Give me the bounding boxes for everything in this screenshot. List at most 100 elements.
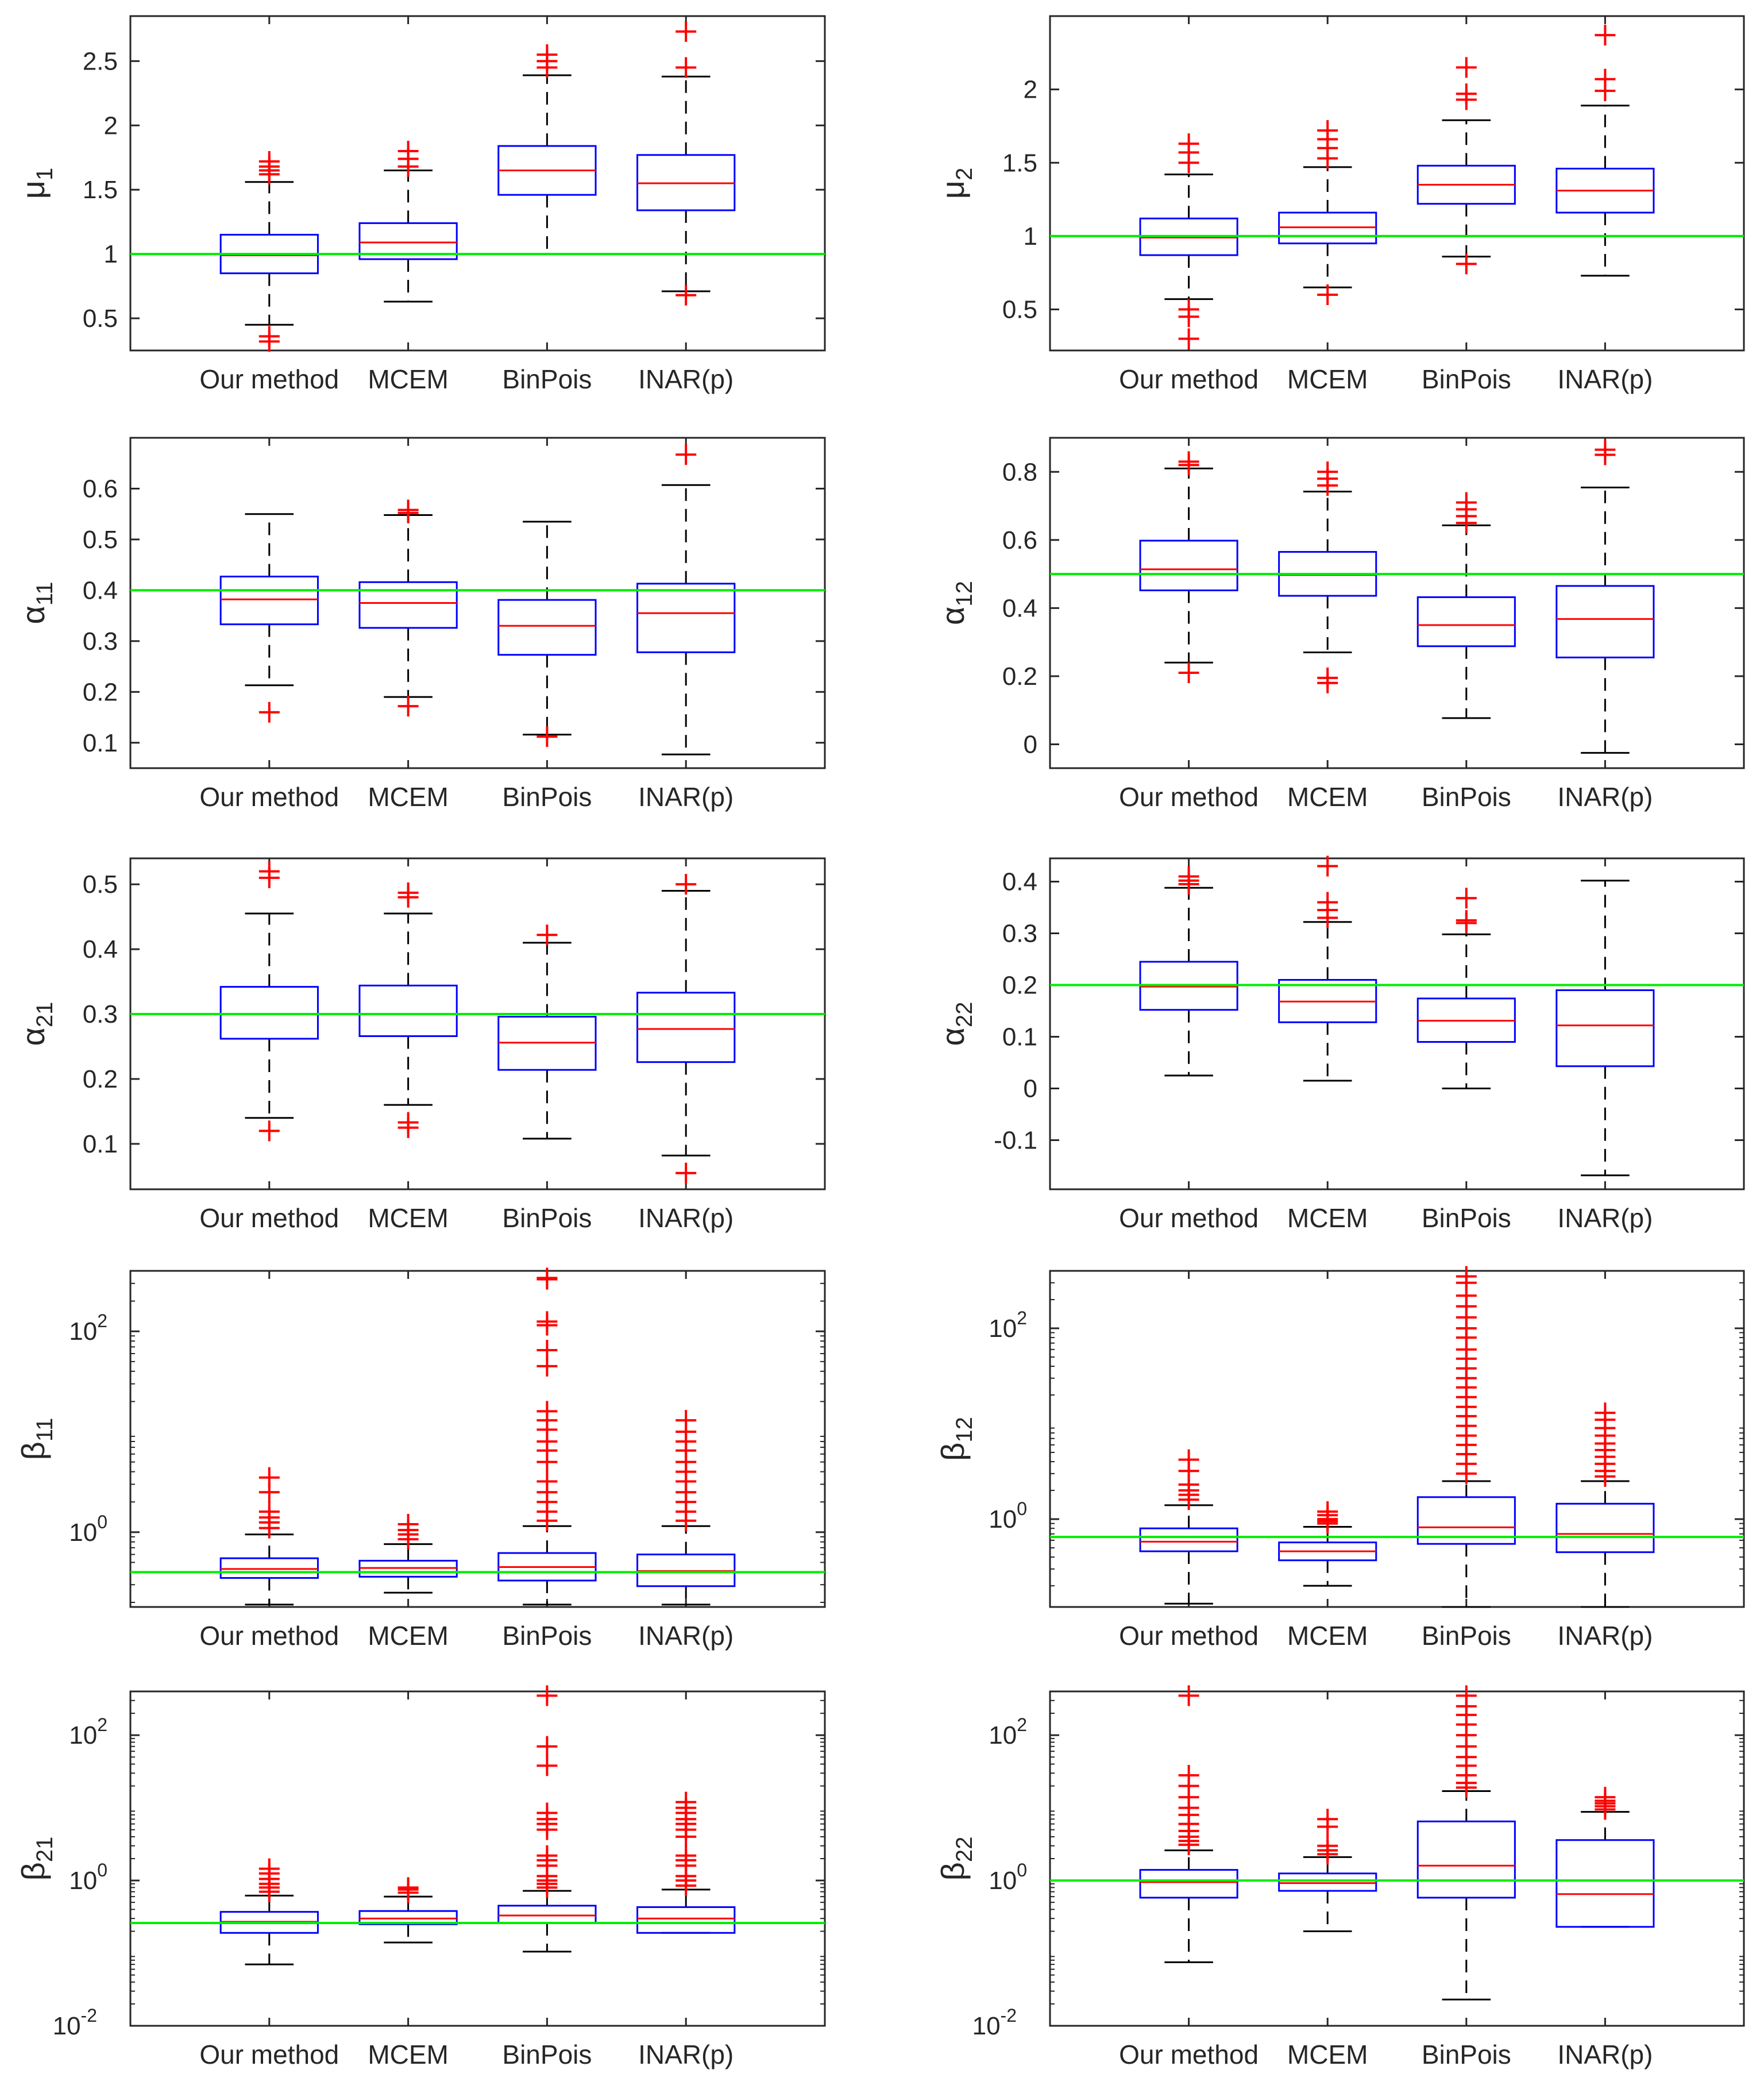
outlier-marker bbox=[1595, 25, 1616, 46]
outlier-marker bbox=[258, 1858, 280, 1879]
category-label: BinPois bbox=[502, 1203, 592, 1233]
box-3 bbox=[1416, 888, 1516, 1089]
category-label: INAR(p) bbox=[638, 1203, 734, 1233]
y-axis-label: μ1 bbox=[15, 168, 57, 199]
y-tick-label: 2 bbox=[104, 111, 118, 140]
box-4 bbox=[1555, 1402, 1655, 1608]
plot-frame bbox=[1049, 15, 1745, 352]
outlier-marker bbox=[1317, 461, 1338, 483]
iqr-box bbox=[358, 984, 458, 1037]
y-tick-label: 0.3 bbox=[1002, 920, 1037, 948]
plot-frame bbox=[129, 15, 826, 352]
box-2 bbox=[1278, 1501, 1377, 1587]
panel-2: Our method MCEM BinPois INAR(p) 0.5 1 1.5 2 μ2 bbox=[935, 15, 1745, 394]
y-tick-label: 0 bbox=[1024, 731, 1037, 759]
y-tick-label: 1 bbox=[104, 240, 118, 268]
outlier-marker bbox=[397, 882, 419, 903]
outlier-marker bbox=[536, 1736, 558, 1757]
box-3 bbox=[1416, 57, 1516, 275]
y-tick-label: 100 bbox=[69, 1860, 107, 1895]
outlier-marker bbox=[258, 702, 280, 723]
y-tick-label: 0.1 bbox=[83, 729, 118, 757]
y-tick-label: 100 bbox=[989, 1860, 1027, 1895]
outlier-marker bbox=[1595, 439, 1616, 460]
panel-6: Our method MCEM BinPois INAR(p) -0.1 0 0.1 0.2 0… bbox=[935, 855, 1745, 1233]
y-tick-label: 1.5 bbox=[83, 176, 118, 204]
box-1 bbox=[1139, 1685, 1238, 1963]
iqr-box bbox=[1139, 1869, 1238, 1899]
outlier-marker bbox=[258, 1467, 280, 1488]
y-axis-label: β21 bbox=[15, 1837, 57, 1881]
outlier-marker bbox=[1595, 1787, 1616, 1808]
outlier-marker bbox=[1595, 68, 1616, 90]
box-2 bbox=[358, 141, 458, 303]
outlier-marker bbox=[1317, 1501, 1338, 1522]
outlier-marker bbox=[258, 1501, 280, 1523]
outlier-marker bbox=[536, 1755, 558, 1776]
category-label: BinPois bbox=[502, 364, 592, 394]
iqr-box bbox=[219, 1557, 319, 1579]
outlier-marker bbox=[1178, 1685, 1199, 1706]
outlier-marker bbox=[676, 57, 697, 78]
y-tick-label: 102 bbox=[989, 1714, 1027, 1749]
outlier-marker bbox=[1178, 451, 1199, 472]
category-label: BinPois bbox=[1422, 1621, 1511, 1651]
category-label: BinPois bbox=[1422, 2040, 1511, 2069]
y-axis-label: α12 bbox=[935, 581, 977, 625]
outlier-marker bbox=[1456, 910, 1477, 931]
y-tick-label: 0.5 bbox=[1002, 296, 1037, 324]
category-label: MCEM bbox=[1287, 2040, 1368, 2069]
y-tick-label: 0.1 bbox=[83, 1130, 118, 1158]
box-1 bbox=[219, 861, 319, 1142]
outlier-marker bbox=[1317, 855, 1338, 877]
outlier-marker bbox=[536, 44, 558, 65]
y-tick-label: 102 bbox=[69, 1714, 107, 1749]
y-axis-label: α21 bbox=[15, 1002, 57, 1046]
box-3 bbox=[497, 521, 597, 747]
outlier-marker bbox=[1456, 253, 1477, 275]
iqr-box bbox=[636, 583, 736, 653]
outlier-marker bbox=[536, 1845, 558, 1866]
iqr-box bbox=[219, 986, 319, 1040]
outlier-marker bbox=[676, 444, 697, 465]
outlier-marker bbox=[397, 1112, 419, 1133]
outlier-marker bbox=[1178, 1765, 1199, 1786]
category-label: BinPois bbox=[502, 1621, 592, 1651]
outlier-marker bbox=[1317, 1809, 1338, 1830]
category-label: INAR(p) bbox=[638, 782, 734, 812]
box-1 bbox=[1139, 133, 1238, 349]
outlier-marker bbox=[1456, 83, 1477, 105]
outlier-marker bbox=[1178, 662, 1199, 684]
outlier-marker bbox=[1317, 284, 1338, 305]
outlier-marker bbox=[676, 21, 697, 42]
box-4 bbox=[1555, 25, 1655, 277]
category-label: Our method bbox=[1119, 1621, 1259, 1651]
iqr-box bbox=[1555, 989, 1655, 1067]
category-label: INAR(p) bbox=[1557, 1621, 1653, 1651]
category-label: Our method bbox=[1119, 364, 1259, 394]
box-1 bbox=[219, 513, 319, 723]
category-label: BinPois bbox=[502, 782, 592, 812]
iqr-box bbox=[1416, 1820, 1516, 1899]
box-2 bbox=[1278, 120, 1377, 305]
box-2 bbox=[358, 1513, 458, 1594]
iqr-box bbox=[219, 576, 319, 626]
plot-frame bbox=[129, 437, 826, 769]
outlier-marker bbox=[258, 1120, 280, 1142]
box-3 bbox=[497, 924, 597, 1140]
box-2 bbox=[358, 882, 458, 1138]
plot-frame bbox=[1049, 1690, 1745, 2027]
box-3 bbox=[497, 1685, 597, 1953]
outlier-marker bbox=[1317, 1835, 1338, 1856]
outlier-marker bbox=[536, 1267, 558, 1289]
category-label: MCEM bbox=[1287, 364, 1368, 394]
plot-frame bbox=[1049, 437, 1745, 769]
iqr-box bbox=[636, 1906, 736, 1934]
outlier-marker bbox=[258, 151, 280, 172]
iqr-box bbox=[1416, 596, 1516, 647]
box-2 bbox=[1278, 461, 1377, 693]
category-label: INAR(p) bbox=[638, 2040, 734, 2069]
iqr-box bbox=[1555, 585, 1655, 658]
iqr-box bbox=[497, 599, 597, 656]
category-label: BinPois bbox=[1422, 782, 1511, 812]
